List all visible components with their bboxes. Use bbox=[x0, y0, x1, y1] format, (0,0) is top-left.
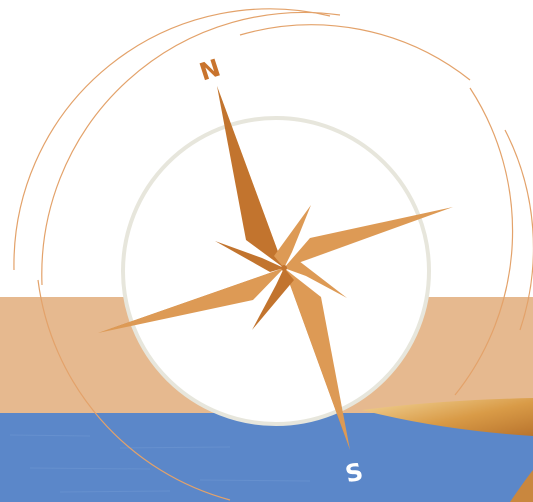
compass-center bbox=[281, 265, 287, 271]
paper-corner bbox=[510, 470, 533, 502]
compass-rose bbox=[98, 86, 453, 450]
sea-band bbox=[0, 413, 533, 502]
se-point bbox=[284, 261, 347, 298]
ne-point bbox=[274, 205, 311, 268]
sw-point bbox=[252, 268, 294, 330]
south-label: S bbox=[343, 457, 366, 488]
paper-swoosh bbox=[362, 398, 533, 436]
nw-point bbox=[215, 241, 284, 272]
sea-texture bbox=[9, 434, 311, 493]
